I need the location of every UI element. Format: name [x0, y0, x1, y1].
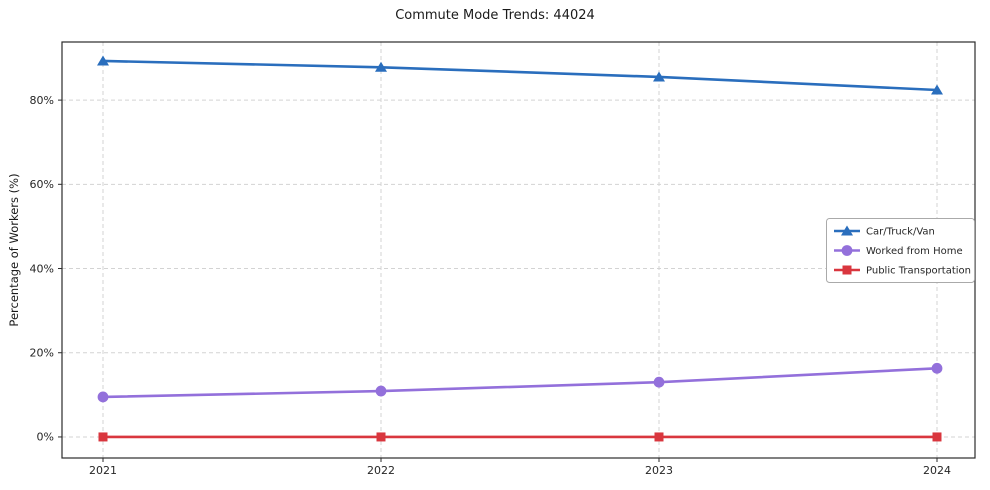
series-marker-square: [654, 432, 664, 442]
series-line-worked-from-home: [101, 367, 939, 399]
series-marker-circle: [97, 391, 109, 403]
legend: Car/Truck/Van Worked from Home Public Tran…: [826, 218, 975, 283]
y-tick-label: 20%: [30, 347, 54, 360]
series-marker-circle: [375, 385, 387, 397]
y-tick-label: 0%: [37, 431, 54, 444]
legend-item: Public Transportation: [834, 265, 971, 277]
legend-box: [826, 218, 975, 283]
series-marker-triangle: [97, 55, 109, 66]
series-marker-triangle: [841, 225, 853, 236]
chart-title: Commute Mode Trends: 44024: [395, 8, 595, 23]
series-marker-circle: [931, 362, 943, 374]
series-marker-triangle: [375, 61, 387, 72]
y-tick-label: 40%: [30, 262, 54, 275]
x-tick-label: 2022: [367, 464, 395, 477]
series-marker-circle: [841, 245, 853, 256]
legend-label: Public Transportation: [866, 266, 971, 277]
legend-label: Car/Truck/Van: [866, 227, 935, 238]
series-marker-triangle: [653, 71, 665, 82]
series-line-car-truck-van: [101, 59, 939, 92]
series-marker-square: [98, 432, 108, 442]
x-tick-label: 2024: [923, 464, 951, 477]
series-marker-square: [842, 265, 852, 275]
y-axis-label: Percentage of Workers (%): [7, 173, 21, 327]
series-marker-circle: [653, 376, 665, 388]
y-tick-label: 60%: [30, 178, 54, 191]
x-tick-label: 2023: [645, 464, 673, 477]
series-marker-square: [932, 432, 942, 442]
legend-item: Worked from Home: [834, 245, 963, 257]
series-marker-triangle: [931, 84, 943, 95]
legend-label: Worked from Home: [866, 246, 963, 257]
x-tick-label: 2021: [89, 464, 117, 477]
series-marker-square: [376, 432, 386, 442]
legend-item: Car/Truck/Van: [834, 225, 935, 238]
y-tick-label: 80%: [30, 94, 54, 107]
